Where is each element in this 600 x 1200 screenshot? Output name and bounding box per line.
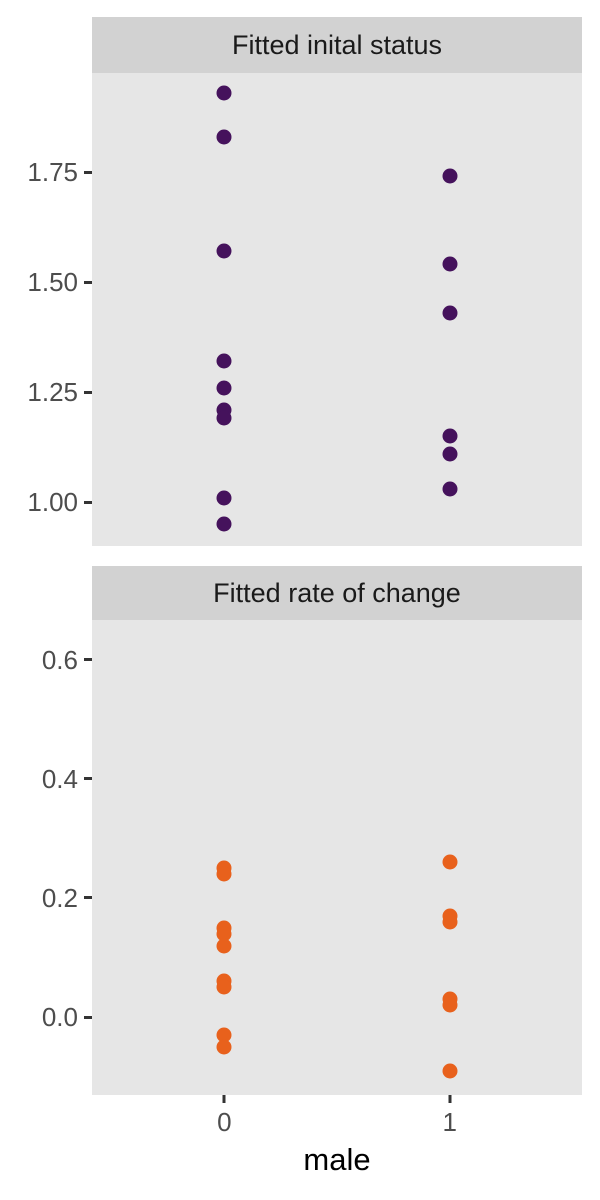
data-point: [442, 256, 458, 272]
plot-panel-initial-status: [92, 73, 582, 546]
y-axis-tick-mark: [84, 658, 92, 662]
x-axis-title: male: [303, 1142, 371, 1177]
data-point: [216, 516, 232, 532]
data-point: [216, 1039, 232, 1055]
x-axis-tick-label: 1: [442, 1107, 457, 1137]
x-axis-tick-mark: [448, 1095, 452, 1103]
data-point: [216, 926, 232, 942]
data-point: [216, 129, 232, 145]
y-axis-tick-label: 1.00: [27, 487, 78, 517]
data-point: [216, 866, 232, 882]
y-axis-tick-mark: [84, 170, 92, 174]
data-point: [216, 85, 232, 101]
data-point: [216, 410, 232, 426]
data-point: [216, 938, 232, 954]
y-axis-tick-label: 0.0: [41, 1002, 78, 1033]
data-point: [442, 428, 458, 444]
data-point: [216, 1027, 232, 1043]
data-point: [442, 1063, 458, 1079]
data-point: [442, 446, 458, 462]
y-axis-tick-mark: [84, 896, 92, 900]
y-axis-tick-mark: [84, 1015, 92, 1019]
data-point: [442, 914, 458, 930]
facet-strip-initial-status: Fitted inital status: [92, 17, 582, 73]
data-point: [442, 997, 458, 1013]
data-point: [216, 490, 232, 506]
data-point: [216, 979, 232, 995]
y-axis-tick-label: 1.25: [27, 377, 78, 407]
x-axis-tick-mark: [222, 1095, 226, 1103]
y-axis-tick-label: 0.2: [41, 882, 78, 913]
x-axis-tick-label: 0: [217, 1107, 232, 1137]
data-point: [216, 243, 232, 259]
facet-strip-label: Fitted rate of change: [213, 577, 461, 608]
data-point: [442, 305, 458, 321]
plot-panel-rate-of-change: [92, 620, 582, 1095]
data-point: [442, 481, 458, 497]
y-axis-tick-label: 0.6: [41, 644, 78, 675]
data-point: [216, 380, 232, 396]
y-axis-tick-mark: [84, 390, 92, 394]
y-axis-tick-label: 1.75: [27, 157, 78, 187]
facet-strip-rate-of-change: Fitted rate of change: [92, 566, 582, 620]
data-point: [442, 168, 458, 184]
y-axis-tick-mark: [84, 777, 92, 781]
data-point: [216, 353, 232, 369]
facet-strip-label: Fitted inital status: [231, 29, 443, 60]
y-axis-tick-label: 1.50: [27, 267, 78, 297]
y-axis-tick-mark: [84, 280, 92, 284]
y-axis-tick-mark: [84, 500, 92, 504]
data-point: [442, 854, 458, 870]
y-axis-tick-label: 0.4: [41, 763, 78, 794]
